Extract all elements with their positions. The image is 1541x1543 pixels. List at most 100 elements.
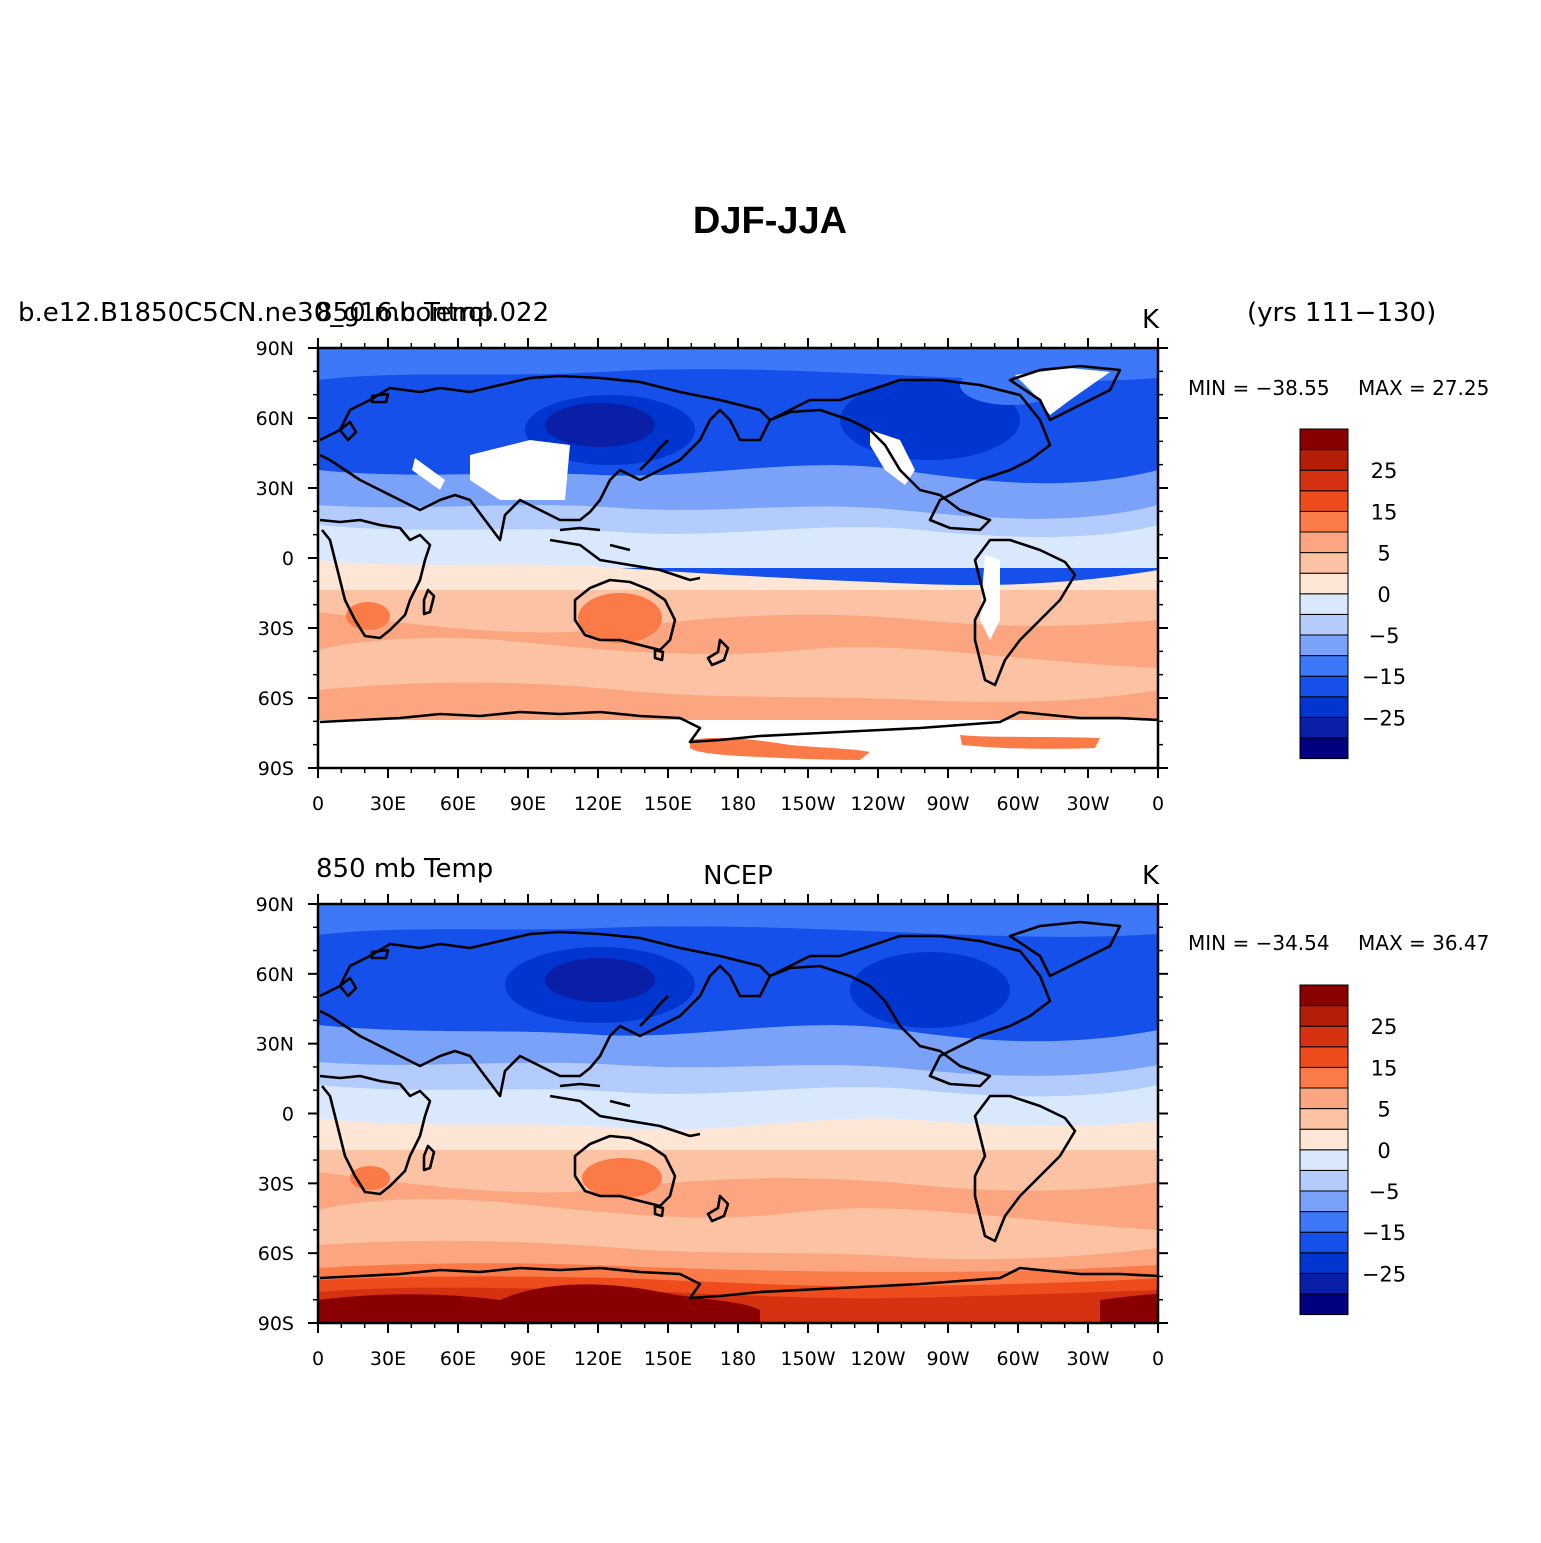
colorbar-swatch (1299, 1025, 1349, 1048)
lon-tick-label: 180 (720, 1348, 756, 1370)
colorbar-swatch (1299, 428, 1349, 451)
lat-tick-label: 90N (256, 894, 294, 916)
colorbar-swatch (1299, 696, 1349, 718)
lon-tick-label: 0 (312, 793, 324, 815)
lon-tick-label: 120W (850, 793, 905, 815)
lon-tick-label: 90E (510, 793, 546, 815)
colorbar-swatch (1299, 1169, 1349, 1192)
lat-tick-label: 0 (282, 548, 294, 570)
lon-tick-label: 150E (644, 1348, 692, 1370)
panel-ncep-variable-label: 850 mb Temp (316, 854, 493, 884)
lon-tick-label: 30W (1067, 1348, 1110, 1370)
colorbar-swatch (1299, 552, 1349, 574)
colorbar-label: 5 (1377, 542, 1390, 566)
lat-tick-label: 60S (258, 688, 294, 710)
colorbar-label: 25 (1371, 1015, 1398, 1039)
colorbar-label: 15 (1371, 500, 1398, 524)
panel-ncep-units: K (1142, 861, 1160, 891)
lat-tick-label: 90S (258, 758, 294, 780)
panel-model-axes: 0 30E 60E 90E 120E 150E 180 150W 120W 90W 60W 30W 09… (256, 338, 1168, 815)
colorbar-swatch (1299, 490, 1349, 512)
lat-tick-label: 60N (256, 964, 294, 986)
lon-tick-label: 120W (850, 1348, 905, 1370)
colorbar-swatch (1299, 1108, 1349, 1130)
colorbar-label: −15 (1362, 1221, 1406, 1245)
lat-tick-label: 30N (256, 478, 294, 500)
panel-model-colorbar: 25 15 5 0 −5 −15 −25 (1299, 428, 1406, 760)
colorbar-swatch (1299, 1149, 1349, 1171)
colorbar-swatch (1299, 593, 1349, 615)
colorbar-swatch (1299, 1190, 1349, 1213)
panel-model-years: (yrs 111−130) (1247, 298, 1436, 328)
colorbar-swatch (1299, 613, 1349, 636)
colorbar-swatch (1299, 1252, 1349, 1274)
lon-tick-label: 120E (574, 793, 622, 815)
colorbar-swatch (1299, 1231, 1349, 1254)
colorbar-label: −15 (1362, 665, 1406, 689)
lat-tick-label: 90S (258, 1313, 294, 1335)
panel-ncep-source-label: NCEP (703, 861, 773, 891)
lon-tick-label: 60E (440, 1348, 476, 1370)
figure-title: DJF-JJA (693, 200, 847, 242)
colorbar-swatch (1299, 449, 1349, 471)
panel-model-case-label: b.e12.B1850C5CN.ne30_g16.control.022 (18, 298, 549, 328)
lon-tick-label: 150E (644, 793, 692, 815)
lon-tick-label: 90W (927, 793, 970, 815)
colorbar-swatch (1299, 510, 1349, 533)
colorbar-swatch (1299, 737, 1349, 760)
lon-tick-label: 30W (1067, 793, 1110, 815)
lat-tick-label: 60N (256, 408, 294, 430)
lon-tick-label: 150W (780, 1348, 835, 1370)
panel-model: b.e12.B1850C5CN.ne30_g16.control.022 850… (18, 298, 1489, 815)
colorbar-label: −5 (1369, 1180, 1400, 1204)
colorbar-swatch (1299, 1128, 1349, 1151)
colorbar-swatch (1299, 1066, 1349, 1089)
colorbar-swatch (1299, 984, 1349, 1007)
panel-ncep-colorbar: 25 15 5 0 −5 −15 −25 (1299, 984, 1406, 1316)
colorbar-label: −25 (1362, 706, 1406, 730)
colorbar-swatch (1299, 1087, 1349, 1110)
colorbar-label: 0 (1377, 1139, 1390, 1163)
lon-tick-label: 60W (997, 1348, 1040, 1370)
colorbar-swatch (1299, 572, 1349, 595)
colorbar-label: −25 (1362, 1262, 1406, 1286)
colorbar-label: 15 (1371, 1056, 1398, 1080)
colorbar-label: 5 (1377, 1098, 1390, 1122)
lon-tick-label: 0 (1152, 1348, 1164, 1370)
colorbar-swatch (1299, 1005, 1349, 1027)
colorbar-label: −5 (1369, 624, 1400, 648)
panel-ncep-axes: 0 30E 60E 90E 120E 150E 180 150W 120W 90W 60W 30W 09… (256, 894, 1168, 1370)
colorbar-swatch (1299, 1046, 1349, 1068)
panel-model-variable-label: 850 mb Temp (316, 298, 493, 328)
lon-tick-label: 0 (312, 1348, 324, 1370)
lat-tick-label: 0 (282, 1104, 294, 1126)
colorbar-swatch (1299, 655, 1349, 677)
panel-model-units: K (1142, 305, 1160, 335)
panel-ncep-map (318, 904, 1158, 1323)
lat-tick-label: 30S (258, 618, 294, 640)
colorbar-label: 0 (1377, 583, 1390, 607)
panel-ncep-min: MIN = −34.54 (1188, 931, 1330, 955)
colorbar-swatch (1299, 1293, 1349, 1316)
colorbar-swatch (1299, 634, 1349, 657)
colorbar-swatch (1299, 469, 1349, 492)
lat-tick-label: 90N (256, 338, 294, 360)
colorbar-swatch (1299, 716, 1349, 739)
colorbar-swatch (1299, 1272, 1349, 1295)
lat-tick-label: 30S (258, 1173, 294, 1195)
lat-tick-label: 60S (258, 1243, 294, 1265)
lon-tick-label: 90W (927, 1348, 970, 1370)
colorbar-swatch (1299, 1211, 1349, 1233)
lon-tick-label: 60W (997, 793, 1040, 815)
lon-tick-label: 90E (510, 1348, 546, 1370)
panel-model-map (318, 348, 1158, 768)
lon-tick-label: 0 (1152, 793, 1164, 815)
lon-tick-label: 180 (720, 793, 756, 815)
panel-ncep: 850 mb Temp NCEP K MIN = −34.54 MAX = 36… (256, 854, 1490, 1370)
lon-tick-label: 120E (574, 1348, 622, 1370)
panel-model-max: MAX = 27.25 (1358, 376, 1489, 400)
lon-tick-label: 60E (440, 793, 476, 815)
lon-tick-label: 30E (370, 793, 406, 815)
panel-model-min: MIN = −38.55 (1188, 376, 1330, 400)
